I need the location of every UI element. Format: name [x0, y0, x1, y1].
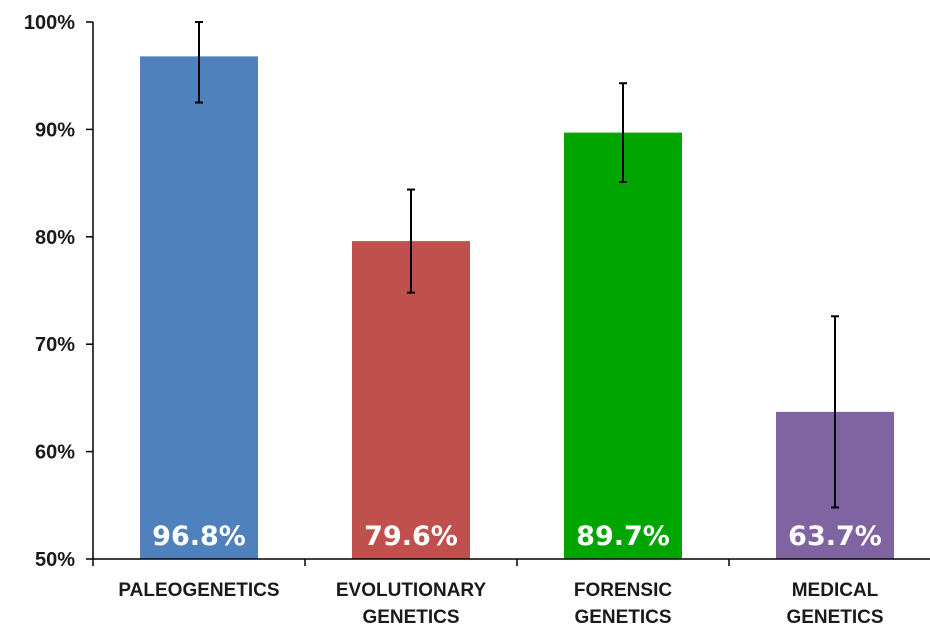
bar: [140, 56, 258, 559]
y-tick-label: 80%: [35, 227, 75, 249]
x-tick-label: EVOLUTIONARY: [336, 580, 487, 601]
y-tick-label: 90%: [35, 119, 75, 141]
bar: [352, 241, 470, 559]
bar: [564, 132, 682, 559]
y-tick-label: 50%: [35, 549, 75, 571]
data-label: 63.7%: [788, 521, 882, 552]
x-tick-label: GENETICS: [362, 607, 459, 626]
y-tick-label: 70%: [35, 334, 75, 356]
data-label: 79.6%: [364, 521, 458, 552]
y-tick-label: 60%: [35, 442, 75, 464]
data-label: 89.7%: [576, 521, 670, 552]
x-tick-label: FORENSIC: [574, 580, 672, 601]
y-axis: 50% 60% 70% 80% 90% 100%: [24, 12, 930, 571]
x-tick-label: GENETICS: [786, 607, 883, 626]
x-tick-label: MEDICAL: [792, 580, 879, 601]
y-tick-label: 100%: [24, 12, 75, 34]
x-tick-label: PALEOGENETICS: [118, 580, 279, 601]
bars-layer: [140, 56, 894, 559]
labels-layer: 96.8% PALEOGENETICS 79.6% EVOLUTIONARY GENET…: [118, 521, 883, 626]
error-bars-layer: [195, 21, 839, 509]
x-tick-label: GENETICS: [574, 607, 671, 626]
data-label: 96.8%: [152, 521, 246, 552]
